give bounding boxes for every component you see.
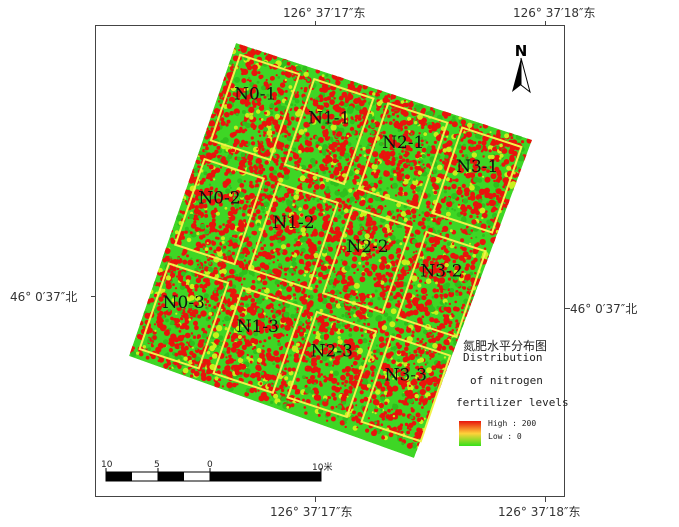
coord-bottom-left: 126° 37′17″东 bbox=[270, 505, 353, 519]
plot-outline-n3-1 bbox=[431, 126, 523, 234]
tick-bottom-right bbox=[545, 497, 546, 502]
scale-seg-2 bbox=[158, 472, 184, 481]
scale-label-1: 5 bbox=[154, 460, 160, 470]
coord-top-left: 126° 37′17″东 bbox=[283, 6, 366, 20]
legend-title-cn: 氮肥水平分布图 bbox=[463, 339, 548, 353]
coord-left-lat: 46° 0′37″北 bbox=[10, 290, 78, 304]
plot-label-n3-1: N3-1 bbox=[456, 157, 498, 177]
scale-label-3: 10米 bbox=[312, 460, 332, 473]
scale-label-3-num: 10 bbox=[312, 463, 324, 473]
plot-outline-n0-1 bbox=[209, 53, 301, 162]
plot-outline-n1-2 bbox=[248, 182, 339, 290]
map-frame: N0-1 N1-1 N2-1 N3-1 N0-2 N1-2 N2-2 N3-2 N0-3 N1-3… bbox=[91, 21, 570, 502]
plot-label-n1-2: N1-2 bbox=[272, 213, 314, 233]
north-label: N bbox=[515, 42, 528, 60]
tick-right bbox=[565, 308, 570, 309]
scale-bar bbox=[105, 468, 322, 482]
tick-top-left bbox=[315, 21, 316, 26]
plot-label-n3-2: N3-2 bbox=[420, 261, 462, 281]
plot-outline-n2-2 bbox=[322, 206, 413, 314]
field-map: N0-1 N1-1 N2-1 N3-1 N0-2 N1-2 N2-2 N3-2 N0-3 N1-3… bbox=[105, 42, 532, 482]
plot-outline-n3-2 bbox=[396, 230, 487, 339]
plot-outline-n2-3 bbox=[286, 310, 378, 419]
legend-high-label: High : 200 bbox=[488, 419, 537, 428]
plot-outline-n1-3 bbox=[212, 286, 304, 394]
tick-top-right bbox=[545, 21, 546, 26]
coord-right-lat: 46° 0′37″北 bbox=[570, 302, 638, 316]
plot-outlines bbox=[138, 53, 523, 443]
legend-title-en-1: Distribution bbox=[463, 351, 543, 364]
plot-outline-n1-1 bbox=[283, 77, 375, 186]
scale-seg-1 bbox=[106, 472, 132, 481]
plot-label-n2-3: N2-3 bbox=[311, 342, 353, 362]
tick-left bbox=[91, 296, 96, 297]
plot-label-n0-3: N0-3 bbox=[163, 293, 205, 313]
plot-label-n1-1: N1-1 bbox=[308, 109, 350, 129]
legend-low-label: Low : 0 bbox=[488, 432, 522, 441]
north-arrow-icon bbox=[512, 57, 531, 94]
plot-label-n0-1: N0-1 bbox=[234, 84, 276, 104]
scale-seg-3 bbox=[210, 472, 321, 481]
plot-label-n2-1: N2-1 bbox=[382, 133, 424, 153]
plot-labels: N0-1 N1-1 N2-1 N3-1 N0-2 N1-2 N2-2 N3-2 N0-3 N1-3… bbox=[163, 84, 499, 385]
scale-label-2: 0 bbox=[207, 460, 213, 470]
scale-label-0: 10 bbox=[101, 460, 113, 470]
legend-title-en-3: fertilizer levels bbox=[456, 396, 569, 409]
legend-swatch bbox=[459, 421, 481, 446]
plot-label-n3-3: N3-3 bbox=[385, 366, 427, 386]
plot-outline-n3-3 bbox=[360, 334, 452, 443]
plot-outline-n0-3 bbox=[138, 262, 230, 370]
plot-outline-n0-2 bbox=[174, 157, 265, 266]
tick-bottom-left bbox=[315, 497, 316, 502]
plot-label-n1-3: N1-3 bbox=[237, 317, 279, 337]
legend-title-en-2: of nitrogen bbox=[470, 374, 543, 387]
plot-label-n2-2: N2-2 bbox=[346, 237, 388, 257]
coord-bottom-right: 126° 37′18″东 bbox=[498, 505, 581, 519]
scale-unit: 米 bbox=[323, 463, 333, 473]
plot-outline-n2-1 bbox=[357, 102, 449, 210]
plot-label-n0-2: N0-2 bbox=[198, 189, 240, 209]
coord-top-right: 126° 37′18″东 bbox=[513, 6, 596, 20]
